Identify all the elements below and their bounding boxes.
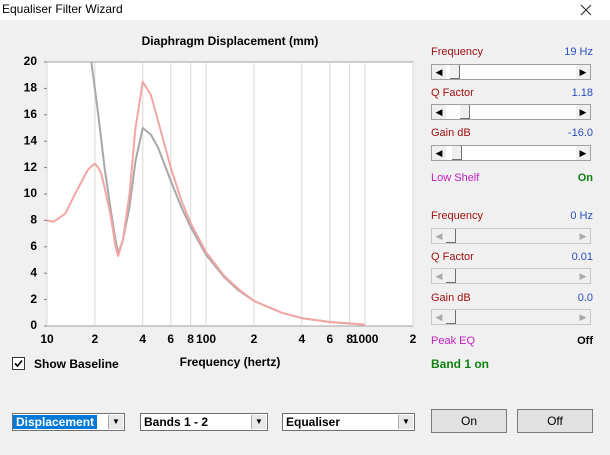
x-tick-label: 1000 (352, 332, 379, 346)
check-mark (14, 359, 23, 368)
display-dropdown[interactable]: Displacement ▼ (12, 413, 125, 431)
check-mark (14, 359, 23, 368)
gain-label: Gain dB (431, 127, 471, 139)
gain-slider[interactable]: ◀ ▶ (431, 145, 591, 161)
show-baseline-label[interactable]: Show Baseline (34, 357, 119, 371)
x-tick-label: 2 (410, 332, 417, 346)
y-tick-label: 20 (24, 54, 38, 68)
x-tick-label: 2 (251, 332, 258, 346)
q-factor-slider: ◀ ▶ (431, 268, 591, 284)
mode-dropdown[interactable]: Equaliser ▼ (282, 413, 415, 431)
q-factor-label: Q Factor (431, 251, 474, 263)
window-title: Equaliser Filter Wizard (2, 2, 123, 16)
gain-value: 0.0 (577, 292, 593, 304)
x-tick-label: 8 (346, 332, 353, 346)
y-tick-label: 4 (30, 265, 37, 279)
q-factor-slider[interactable]: ◀ ▶ (431, 104, 591, 120)
on-button[interactable]: On (431, 409, 507, 433)
y-tick-label: 12 (24, 160, 38, 174)
series-line (46, 80, 366, 326)
x-tick-label: 4 (298, 332, 305, 346)
q-factor-value: 0.01 (571, 251, 593, 263)
x-tick-label: 2 (92, 332, 99, 346)
dropdown-text: Displacement (13, 415, 98, 429)
filter-state: On (577, 172, 593, 184)
x-tick-label: 10 (40, 332, 54, 346)
frequency-label: Frequency (431, 210, 483, 222)
y-tick-label: 0 (30, 318, 37, 332)
y-tick-label: 10 (24, 186, 38, 200)
close-button[interactable] (580, 4, 592, 16)
show-baseline-checkbox[interactable] (12, 357, 25, 370)
gain-value: -16.0 (567, 127, 593, 139)
x-tick-label: 8 (187, 332, 194, 346)
gain-slider: ◀ ▶ (431, 309, 591, 325)
gain-label: Gain dB (431, 292, 471, 304)
y-tick-label: 18 (24, 81, 38, 95)
frequency-value: 0 Hz (570, 210, 593, 222)
dropdown-text: Bands 1 - 2 (144, 415, 209, 429)
x-tick-label: 6 (326, 332, 333, 346)
y-tick-label: 6 (30, 239, 37, 253)
x-tick-label: 100 (196, 332, 216, 346)
x-tick-label: 4 (139, 332, 146, 346)
frequency-slider: ◀ ▶ (431, 228, 591, 244)
chart: Diaphragm Displacement (mm) Frequency (h… (24, 34, 417, 369)
off-button[interactable]: Off (517, 409, 593, 433)
filter-type: Low Shelf (431, 172, 480, 184)
y-tick-label: 2 (30, 292, 37, 306)
band-status: Band 1 on (431, 357, 490, 371)
q-factor-label: Q Factor (431, 87, 474, 99)
bands-dropdown[interactable]: Bands 1 - 2 ▼ (140, 413, 268, 431)
x-axis-label: Frequency (hertz) (180, 355, 281, 369)
y-tick-label: 14 (24, 133, 38, 147)
y-tick-label: 8 (30, 213, 37, 227)
frequency-value: 19 Hz (564, 46, 593, 58)
plot-area (46, 61, 414, 327)
y-tick-label: 16 (24, 107, 38, 121)
chart-title: Diaphragm Displacement (mm) (142, 34, 319, 48)
x-tick-label: 6 (167, 332, 174, 346)
frequency-label: Frequency (431, 46, 483, 58)
title-bar: Equaliser Filter Wizard (0, 0, 610, 20)
filter-state: Off (577, 335, 593, 347)
filter-type: Peak EQ (431, 335, 476, 347)
dropdown-text: Equaliser (286, 415, 341, 429)
frequency-slider[interactable]: ◀ ▶ (431, 64, 591, 80)
q-factor-value: 1.18 (571, 87, 593, 99)
